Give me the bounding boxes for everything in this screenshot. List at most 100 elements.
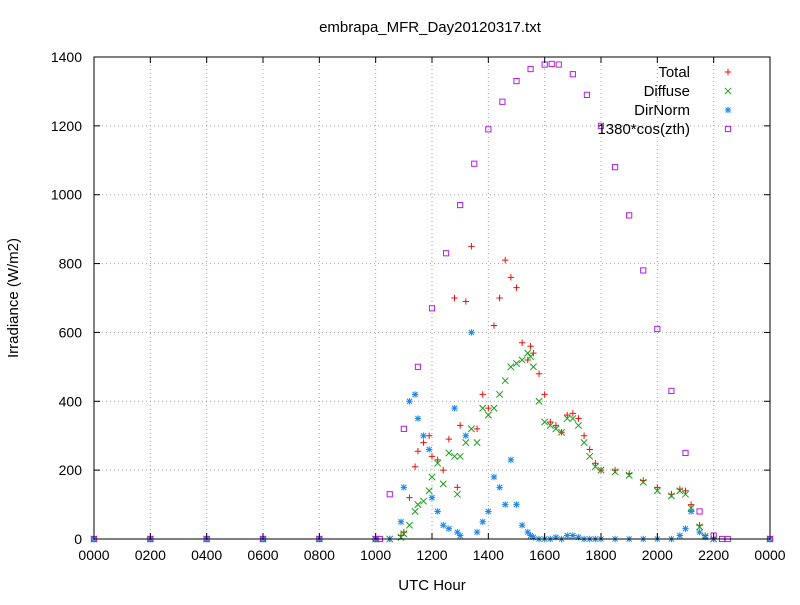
x-tick-label: 0800	[304, 547, 335, 563]
data-point	[428, 473, 436, 481]
data-point	[548, 60, 555, 67]
data-point	[527, 65, 534, 73]
legend-label: DirNorm	[634, 102, 690, 119]
data-point	[512, 359, 521, 367]
data-point	[682, 525, 689, 532]
data-point	[558, 428, 566, 436]
legend-label: Total	[658, 64, 690, 81]
data-point	[513, 78, 520, 85]
data-point	[450, 452, 459, 460]
data-point	[639, 478, 647, 486]
y-tick-label: 1000	[51, 187, 82, 203]
data-point	[434, 508, 441, 515]
y-tick-label: 400	[59, 393, 83, 409]
data-point	[569, 532, 577, 539]
data-point	[575, 534, 582, 541]
data-point	[456, 452, 464, 460]
data-point	[626, 212, 633, 219]
data-point	[434, 456, 441, 464]
data-point	[484, 411, 492, 419]
data-point	[479, 391, 486, 398]
data-point	[451, 404, 458, 412]
data-point	[583, 91, 591, 98]
data-point	[400, 484, 408, 491]
data-point	[552, 422, 560, 429]
data-point	[681, 490, 690, 498]
data-point	[397, 518, 405, 525]
data-point	[428, 453, 436, 460]
data-point	[668, 387, 675, 395]
data-point	[597, 122, 605, 129]
data-point	[496, 484, 503, 491]
data-point	[490, 404, 498, 412]
data-point	[507, 363, 515, 371]
data-point	[611, 468, 619, 476]
legend-label: 1380*cos(zth)	[597, 121, 690, 138]
data-point	[501, 377, 509, 385]
data-point	[586, 452, 594, 460]
data-point	[529, 363, 537, 371]
grid	[94, 57, 770, 539]
data-point	[445, 525, 453, 532]
data-point	[687, 501, 695, 508]
data-point	[473, 528, 481, 536]
data-point	[439, 480, 447, 488]
data-point	[454, 484, 461, 491]
data-point	[406, 494, 413, 501]
data-point	[473, 425, 481, 433]
y-tick-label: 1400	[51, 49, 82, 65]
data-point	[696, 523, 704, 531]
data-point	[654, 325, 661, 333]
data-point	[400, 530, 408, 538]
data-point	[676, 487, 684, 495]
x-tick-label: 0000	[754, 547, 785, 563]
data-point	[527, 532, 534, 539]
legend-marker	[724, 68, 732, 76]
data-point	[414, 415, 422, 422]
data-point	[569, 71, 576, 78]
data-point	[654, 484, 661, 491]
data-point	[625, 471, 633, 479]
data-point	[541, 418, 549, 426]
data-point	[580, 432, 588, 439]
data-point	[479, 518, 486, 525]
data-point	[502, 256, 509, 264]
legend-marker	[724, 87, 732, 95]
data-point	[552, 425, 560, 433]
data-point	[541, 391, 548, 398]
data-point	[564, 411, 571, 419]
chart-title: embrapa_MFR_Day20120317.txt	[319, 19, 542, 36]
data-point	[507, 274, 515, 281]
data-point	[479, 404, 487, 412]
data-point	[653, 487, 661, 495]
data-point	[434, 459, 442, 467]
data-point	[518, 339, 526, 346]
data-point	[473, 439, 481, 447]
data-point	[530, 534, 537, 541]
data-point	[467, 425, 475, 433]
y-tick-label: 600	[59, 324, 83, 340]
data-point	[420, 432, 427, 439]
x-tick-label: 2000	[642, 547, 673, 563]
data-point	[425, 432, 433, 439]
data-point	[687, 508, 695, 515]
x-tick-label: 1400	[473, 547, 504, 563]
data-point	[563, 414, 571, 423]
data-point	[518, 356, 526, 364]
x-tick-label: 0400	[191, 547, 222, 563]
data-point	[552, 534, 560, 541]
data-point	[580, 439, 588, 447]
data-point	[420, 439, 427, 446]
legend-marker	[724, 125, 732, 133]
data-point	[419, 497, 428, 505]
x-tick-label: 0000	[78, 547, 109, 563]
tick-layer: 0000 0200 0400 0600 0800 1000 1200 1400 1600 1800…	[51, 49, 786, 563]
x-tick-label: 1000	[360, 547, 391, 563]
data-point	[414, 448, 422, 455]
data-point	[406, 398, 413, 405]
data-point	[499, 98, 506, 105]
data-point	[513, 501, 520, 508]
